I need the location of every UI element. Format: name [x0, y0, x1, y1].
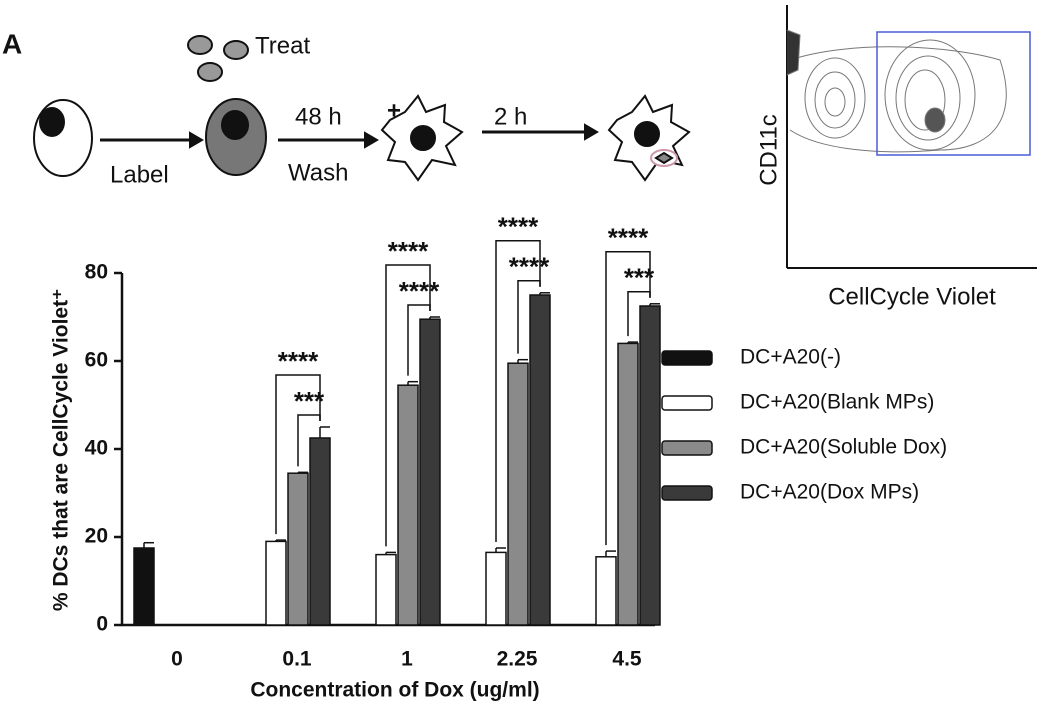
- legend-label: DC+A20(Blank MPs): [740, 391, 934, 414]
- legend-label: DC+A20(-): [740, 346, 841, 369]
- flow-plot: [786, 5, 1037, 269]
- significance-bracket: [495, 240, 541, 542]
- flow-y-label: CD11c: [755, 114, 782, 186]
- bar: [595, 556, 617, 626]
- significance-bracket: [297, 414, 321, 467]
- step-label: Treat: [255, 32, 310, 59]
- x-tick-label: 4.5: [612, 648, 642, 671]
- bar: [397, 384, 419, 626]
- schematic: [33, 35, 691, 182]
- y-tick-label: 40: [85, 437, 108, 460]
- legend-swatch: [661, 485, 713, 501]
- significance-label: ****: [399, 276, 440, 306]
- bar: [617, 342, 639, 626]
- significance-label: ****: [498, 212, 539, 242]
- step-label: +: [387, 97, 401, 124]
- significance-label: ****: [509, 252, 550, 282]
- legend-swatch: [661, 395, 713, 411]
- y-tick-label: 0: [96, 613, 108, 636]
- significance-bracket: [605, 251, 651, 546]
- significance-label: ****: [278, 346, 319, 376]
- bar: [309, 437, 331, 626]
- significance-bracket: [627, 291, 651, 337]
- x-tick-label: 0: [171, 648, 183, 671]
- bar: [375, 553, 397, 626]
- legend-label: DC+A20(Dox MPs): [740, 481, 919, 504]
- step-label: Wash: [288, 159, 348, 186]
- y-axis-label: % DCs that are CellCycle Violet⁺: [50, 289, 73, 611]
- significance-bracket: [517, 280, 541, 354]
- significance-label: ****: [388, 236, 429, 266]
- legend-swatch: [661, 440, 713, 456]
- bar: [529, 294, 551, 626]
- significance-bracket: [385, 264, 431, 547]
- step-label: Label: [110, 161, 169, 188]
- bar: [507, 362, 529, 626]
- x-axis-label: Concentration of Dox (ug/ml): [250, 679, 539, 702]
- y-tick-label: 80: [85, 261, 108, 284]
- legend-swatch: [661, 350, 713, 366]
- step-label: 2 h: [494, 103, 527, 130]
- x-tick-label: 0.1: [282, 648, 312, 671]
- bar: [485, 551, 507, 626]
- bar: [265, 540, 287, 626]
- y-tick-label: 20: [85, 525, 108, 548]
- bar: [287, 472, 309, 626]
- legend-label: DC+A20(Soluble Dox): [740, 436, 947, 459]
- bar: [133, 547, 155, 626]
- panel-label: A: [2, 28, 22, 59]
- significance-bracket: [407, 304, 431, 376]
- significance-bracket: [275, 374, 321, 535]
- step-label: 48 h: [295, 103, 342, 130]
- y-tick-label: 60: [85, 349, 108, 372]
- flow-x-label: CellCycle Violet: [828, 283, 996, 310]
- bar: [639, 305, 661, 626]
- significance-label: ****: [608, 223, 649, 253]
- x-tick-label: 1: [401, 648, 413, 671]
- significance-label: ***: [624, 263, 655, 293]
- x-tick-label: 2.25: [497, 648, 538, 671]
- bar: [419, 318, 441, 626]
- significance-label: ***: [294, 386, 325, 416]
